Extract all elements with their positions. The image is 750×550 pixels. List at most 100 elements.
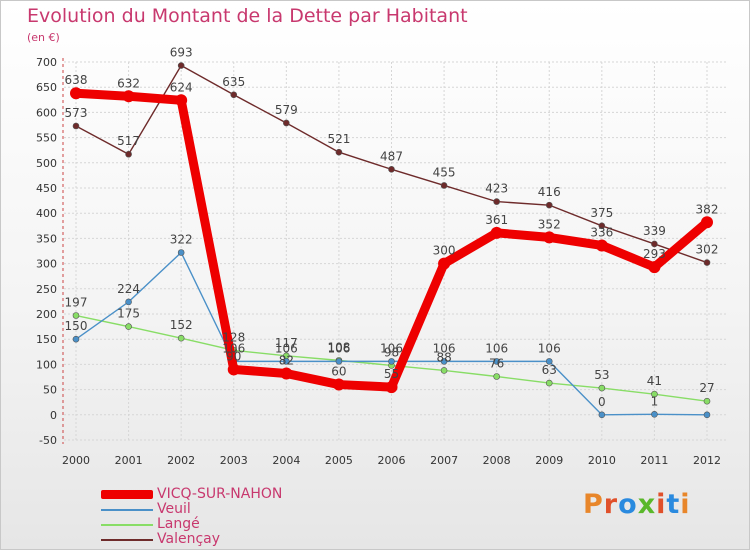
data-label: 128 — [222, 330, 245, 344]
data-point — [385, 381, 398, 394]
data-point — [388, 358, 395, 365]
x-tick-label: 2007 — [430, 454, 458, 467]
data-label: 693 — [170, 46, 193, 60]
y-tick-label: 450 — [36, 182, 57, 195]
data-label: 0 — [598, 395, 606, 409]
data-label: 60 — [331, 365, 346, 379]
data-point — [440, 358, 448, 365]
y-tick-label: 250 — [36, 283, 57, 296]
data-point — [440, 182, 448, 189]
data-point — [335, 358, 343, 365]
data-labels: 573 517 693 635 579 521 487 455 423 416 375 339 302 1… — [65, 46, 719, 409]
data-label: 88 — [436, 350, 451, 364]
logo-letter: i — [656, 489, 667, 520]
data-label: 293 — [643, 247, 666, 261]
y-tick-label: 0 — [50, 409, 57, 422]
data-point — [493, 373, 500, 380]
data-point — [72, 312, 80, 319]
series-lines — [70, 62, 713, 419]
data-point — [703, 411, 711, 419]
data-label: 487 — [380, 149, 403, 163]
y-tick-label: 300 — [36, 258, 57, 271]
data-label: 117 — [275, 336, 298, 350]
data-label: 175 — [117, 307, 140, 321]
data-label: 224 — [117, 282, 140, 296]
logo-letter: r — [603, 489, 619, 520]
x-tick-label: 2011 — [640, 454, 668, 467]
data-point — [177, 62, 185, 69]
grid — [64, 61, 727, 441]
x-tick-label: 2006 — [378, 454, 406, 467]
data-point — [280, 367, 293, 380]
data-label: 521 — [327, 132, 350, 146]
data-label: 106 — [380, 341, 403, 355]
data-label: 579 — [275, 103, 298, 117]
data-point — [335, 148, 343, 156]
data-label: 98 — [384, 345, 399, 359]
data-label: 106 — [327, 341, 350, 355]
data-label: 106 — [433, 341, 456, 355]
proxiti-logo: Proxiti — [583, 489, 691, 520]
data-label: 455 — [433, 165, 456, 179]
legend: VICQ-SUR-NAHON Veuil Langé Valençay — [101, 487, 282, 547]
x-tick-label: 2002 — [167, 454, 195, 467]
data-label: 339 — [643, 224, 666, 238]
logo-letter: P — [583, 489, 604, 520]
legend-item-vicq: VICQ-SUR-NAHON — [101, 487, 282, 502]
data-point — [703, 259, 711, 266]
data-point — [545, 379, 553, 387]
logo-letter: x — [637, 489, 657, 520]
data-point — [70, 87, 82, 100]
y-tick-label: 100 — [36, 358, 57, 371]
data-point — [701, 216, 713, 229]
data-label: 197 — [65, 296, 88, 310]
data-point — [595, 239, 608, 252]
data-label: 27 — [699, 381, 714, 395]
data-point — [125, 298, 132, 306]
data-point — [230, 91, 238, 99]
y-tick-label: 400 — [36, 207, 57, 220]
legend-label: Veuil — [157, 501, 191, 517]
y-tick-label: 650 — [36, 81, 57, 94]
data-point — [125, 323, 132, 330]
legend-swatch — [101, 538, 153, 541]
legend-item-veuil: Veuil — [101, 502, 282, 517]
data-point — [283, 358, 290, 365]
y-tick-label: 600 — [36, 106, 57, 119]
data-point — [283, 119, 290, 127]
data-point — [388, 166, 395, 173]
data-label: 106 — [222, 341, 245, 355]
legend-label: Langé — [157, 516, 200, 532]
data-point — [493, 358, 500, 365]
data-point — [175, 94, 188, 107]
data-label: 382 — [696, 202, 719, 216]
data-label: 517 — [117, 134, 140, 148]
logo-letter: o — [618, 489, 638, 520]
data-point — [227, 363, 240, 376]
legend-swatch — [101, 508, 153, 511]
y-tick-label: 550 — [36, 132, 57, 145]
data-label: 41 — [647, 374, 662, 388]
data-point — [122, 90, 135, 103]
data-point — [72, 122, 80, 130]
data-label: 624 — [170, 80, 193, 94]
logo-letter: t — [666, 489, 681, 520]
data-label: 82 — [279, 353, 294, 367]
data-point — [545, 358, 553, 365]
y-tick-label: 150 — [36, 333, 57, 346]
legend-swatch — [101, 523, 153, 526]
data-label: 76 — [489, 356, 504, 370]
data-label: 106 — [538, 341, 561, 355]
legend-label: VICQ-SUR-NAHON — [157, 486, 283, 502]
data-point — [177, 249, 185, 256]
data-point — [598, 384, 606, 392]
data-label: 55 — [384, 367, 399, 381]
data-label: 108 — [327, 340, 350, 354]
data-point — [177, 334, 185, 342]
x-tick-label: 2008 — [483, 454, 511, 467]
x-tick-label: 2003 — [220, 454, 248, 467]
data-point — [703, 397, 711, 405]
data-label: 90 — [226, 349, 241, 363]
data-label: 150 — [65, 319, 88, 333]
